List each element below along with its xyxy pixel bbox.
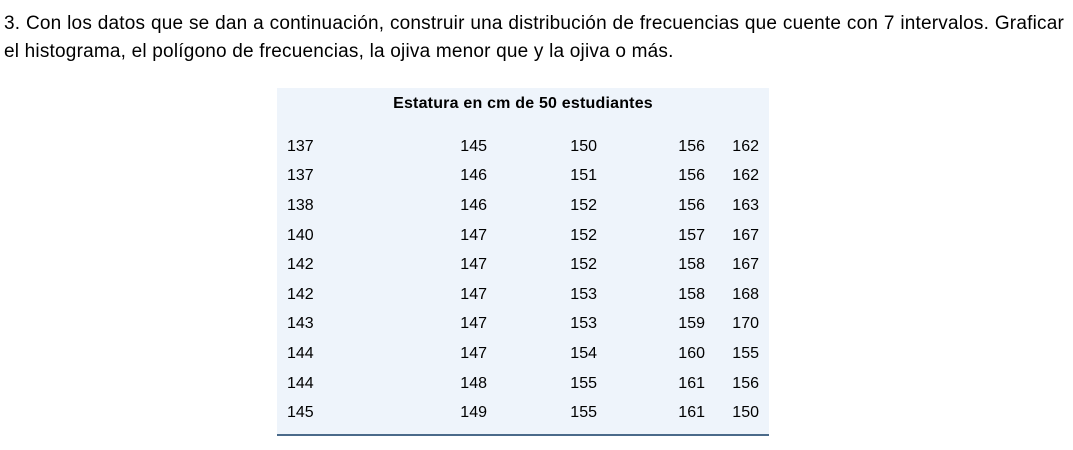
table-row: 142 147 153 158 168 <box>277 280 769 310</box>
table-cell: 138 <box>287 196 314 214</box>
table-cell: 162 <box>732 137 759 155</box>
table-cell: 150 <box>732 404 759 422</box>
table-cell: 149 <box>460 404 487 422</box>
table-cell: 156 <box>678 137 705 155</box>
table-cell: 144 <box>287 374 314 392</box>
table-cell: 146 <box>460 196 487 214</box>
table-cell: 147 <box>460 344 487 362</box>
heights-table: 137 145 150 156 162 137 146 151 156 162 138 146 152 1… <box>277 132 769 428</box>
table-cell: 167 <box>732 256 759 274</box>
table-cell: 137 <box>287 167 314 185</box>
table-cell: 137 <box>287 137 314 155</box>
table-cell: 155 <box>732 344 759 362</box>
table-cell: 158 <box>678 256 705 274</box>
table-cell: 152 <box>570 226 597 244</box>
table-cell: 142 <box>287 285 314 303</box>
table-cell: 152 <box>570 196 597 214</box>
table-cell: 168 <box>732 285 759 303</box>
table-cell: 147 <box>460 315 487 333</box>
table-cell: 147 <box>460 256 487 274</box>
table-row: 144 148 155 161 156 <box>277 369 769 399</box>
table-row: 143 147 153 159 170 <box>277 310 769 340</box>
table-row: 137 145 150 156 162 <box>277 132 769 162</box>
table-cell: 144 <box>287 344 314 362</box>
table-cell: 157 <box>678 226 705 244</box>
table-row: 140 147 152 157 167 <box>277 221 769 251</box>
table-cell: 161 <box>678 404 705 422</box>
table-cell: 162 <box>732 167 759 185</box>
table-cell: 148 <box>460 374 487 392</box>
table-row: 142 147 152 158 167 <box>277 250 769 280</box>
table-cell: 163 <box>732 196 759 214</box>
table-cell: 147 <box>460 285 487 303</box>
table-row: 137 146 151 156 162 <box>277 162 769 192</box>
table-cell: 153 <box>570 315 597 333</box>
table-cell: 140 <box>287 226 314 244</box>
table-cell: 154 <box>570 344 597 362</box>
table-cell: 160 <box>678 344 705 362</box>
table-row: 144 147 154 160 155 <box>277 339 769 369</box>
table-cell: 153 <box>570 285 597 303</box>
table-cell: 146 <box>460 167 487 185</box>
table-cell: 151 <box>570 167 597 185</box>
table-cell: 155 <box>570 404 597 422</box>
table-title: Estatura en cm de 50 estudiantes <box>393 95 653 112</box>
table-cell: 142 <box>287 256 314 274</box>
table-cell: 156 <box>678 196 705 214</box>
table-row: 145 149 155 161 150 <box>277 398 769 428</box>
table-row: 138 146 152 156 163 <box>277 191 769 221</box>
table-cell: 170 <box>732 315 759 333</box>
problem-statement: 3. Con los datos que se dan a continuaci… <box>4 13 1064 62</box>
table-cell: 159 <box>678 315 705 333</box>
table-body: 137 145 150 156 162 137 146 151 156 162 138 146 152 1… <box>277 132 769 428</box>
table-cell: 158 <box>678 285 705 303</box>
table-cell: 150 <box>570 137 597 155</box>
table-cell: 145 <box>460 137 487 155</box>
table-cell: 152 <box>570 256 597 274</box>
table-cell: 147 <box>460 226 487 244</box>
table-cell: 161 <box>678 374 705 392</box>
table-cell: 143 <box>287 315 314 333</box>
table-cell: 156 <box>678 167 705 185</box>
data-table-container: Estatura en cm de 50 estudiantes 137 145 1… <box>277 88 769 436</box>
table-cell: 145 <box>287 404 314 422</box>
table-cell: 155 <box>570 374 597 392</box>
table-cell: 156 <box>732 374 759 392</box>
table-cell: 167 <box>732 226 759 244</box>
